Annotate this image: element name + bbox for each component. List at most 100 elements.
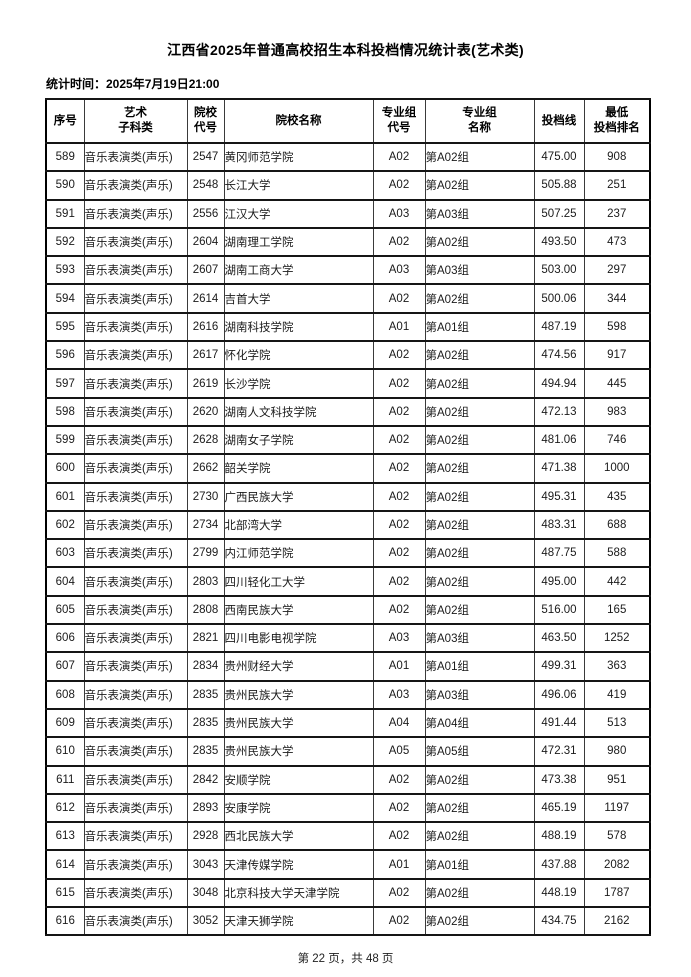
table-cell: 606 <box>45 623 85 654</box>
table-cell: 2662 <box>186 453 225 484</box>
table-cell: 长沙学院 <box>223 368 374 399</box>
table-cell: A02 <box>372 141 426 173</box>
table-row: 594 音乐表演类(声乐) 2614 吉首大学 A02 第A02组 500.06 344 <box>45 283 651 314</box>
table-row: 613 音乐表演类(声乐) 2928 西北民族大学 A02 第A02组 488.19 578 <box>45 821 651 852</box>
table-cell: 463.50 <box>533 623 585 654</box>
table-cell: 513 <box>583 707 651 739</box>
table-cell: 天津传媒学院 <box>223 849 374 880</box>
table-cell: 第A02组 <box>424 792 535 824</box>
table-cell: 483.31 <box>533 509 585 541</box>
table-body: 589 音乐表演类(声乐) 2547 黄冈师范学院 A02 第A02组 475.00 908 5… <box>45 141 651 937</box>
table-cell: 3043 <box>186 849 225 880</box>
table-cell: 音乐表演类(声乐) <box>83 368 188 399</box>
table-row: 595 音乐表演类(声乐) 2616 湖南科技学院 A01 第A01组 487.19 598 <box>45 311 651 343</box>
table-cell: 2734 <box>186 509 225 541</box>
table-cell: 第A01组 <box>424 651 535 682</box>
table-cell: 2616 <box>186 311 225 343</box>
table-cell: 第A02组 <box>424 906 535 937</box>
header-art-subcategory: 艺术 子科类 <box>83 98 188 144</box>
table-cell: 2556 <box>186 198 225 229</box>
table-row: 612 音乐表演类(声乐) 2893 安康学院 A02 第A02组 465.19 1197 <box>45 792 651 824</box>
table-cell: 2548 <box>186 170 225 201</box>
table-row: 597 音乐表演类(声乐) 2619 长沙学院 A02 第A02组 494.94 445 <box>45 368 651 399</box>
header-major-group-code: 专业组 代号 <box>372 98 426 144</box>
table-cell: 音乐表演类(声乐) <box>83 764 188 795</box>
stat-time-label: 统计时间：2025年7月19日21:00 <box>46 77 220 91</box>
table-cell: A02 <box>372 792 426 824</box>
table-cell: A02 <box>372 368 426 399</box>
table-cell: 西北民族大学 <box>223 821 374 852</box>
table-cell: 612 <box>45 792 85 824</box>
table-cell: 怀化学院 <box>223 340 374 371</box>
table-row: 602 音乐表演类(声乐) 2734 北部湾大学 A02 第A02组 483.31 688 <box>45 509 651 541</box>
table-cell: 音乐表演类(声乐) <box>83 538 188 569</box>
table-cell: 473.38 <box>533 764 585 795</box>
table-cell: 音乐表演类(声乐) <box>83 255 188 286</box>
table-cell: 598 <box>583 311 651 343</box>
table-cell: 第A03组 <box>424 255 535 286</box>
table-cell: 第A02组 <box>424 877 535 909</box>
table-cell: 第A02组 <box>424 226 535 258</box>
header-major-group-name: 专业组 名称 <box>424 98 535 144</box>
table-row: 601 音乐表演类(声乐) 2730 广西民族大学 A02 第A02组 495.31 435 <box>45 481 651 512</box>
table-cell: 第A05组 <box>424 736 535 767</box>
table-cell: 592 <box>45 226 85 258</box>
table-cell: 598 <box>45 396 85 427</box>
table-cell: 494.94 <box>533 368 585 399</box>
table-cell: 第A02组 <box>424 821 535 852</box>
table-cell: 917 <box>583 340 651 371</box>
table-cell: 音乐表演类(声乐) <box>83 877 188 909</box>
table-cell: 第A03组 <box>424 679 535 710</box>
table-row: 604 音乐表演类(声乐) 2803 四川轻化工大学 A02 第A02组 495.00 442 <box>45 566 651 597</box>
table-cell: 四川电影电视学院 <box>223 623 374 654</box>
table-cell: 第A02组 <box>424 283 535 314</box>
table-cell: 第A02组 <box>424 368 535 399</box>
table-cell: 四川轻化工大学 <box>223 566 374 597</box>
table-cell: 第A02组 <box>424 170 535 201</box>
table-cell: A02 <box>372 594 426 626</box>
table-cell: 第A01组 <box>424 849 535 880</box>
header-admission-line: 投档线 <box>533 98 585 144</box>
table-cell: 音乐表演类(声乐) <box>83 283 188 314</box>
table-cell: 湖南工商大学 <box>223 255 374 286</box>
table-cell: 251 <box>583 170 651 201</box>
table-cell: 516.00 <box>533 594 585 626</box>
table-cell: 471.38 <box>533 453 585 484</box>
table-cell: 2834 <box>186 651 225 682</box>
table-cell: 湖南科技学院 <box>223 311 374 343</box>
table-cell: A02 <box>372 283 426 314</box>
table-cell: A02 <box>372 481 426 512</box>
table-cell: 613 <box>45 821 85 852</box>
table-cell: 1197 <box>583 792 651 824</box>
table-cell: 第A02组 <box>424 340 535 371</box>
table-cell: 616 <box>45 906 85 937</box>
table-cell: 西南民族大学 <box>223 594 374 626</box>
table-row: 616 音乐表演类(声乐) 3052 天津天狮学院 A02 第A02组 434.75 2162 <box>45 906 651 937</box>
table-cell: A02 <box>372 821 426 852</box>
table-cell: 604 <box>45 566 85 597</box>
table-cell: 第A02组 <box>424 396 535 427</box>
table-cell: A01 <box>372 651 426 682</box>
table-cell: 344 <box>583 283 651 314</box>
table-cell: 第A03组 <box>424 198 535 229</box>
table-cell: 589 <box>45 141 85 173</box>
table-cell: A01 <box>372 311 426 343</box>
table-cell: 588 <box>583 538 651 569</box>
table-cell: 908 <box>583 141 651 173</box>
header-college-name: 院校名称 <box>223 98 374 144</box>
table-cell: 596 <box>45 340 85 371</box>
table-cell: A01 <box>372 849 426 880</box>
table-cell: A02 <box>372 424 426 456</box>
table-cell: 音乐表演类(声乐) <box>83 453 188 484</box>
table-row: 614 音乐表演类(声乐) 3043 天津传媒学院 A01 第A01组 437.88 2082 <box>45 849 651 880</box>
table-cell: 611 <box>45 764 85 795</box>
table-row: 599 音乐表演类(声乐) 2628 湖南女子学院 A02 第A02组 481.06 746 <box>45 424 651 456</box>
table-cell: 湖南理工学院 <box>223 226 374 258</box>
table-cell: 448.19 <box>533 877 585 909</box>
table-cell: 内江师范学院 <box>223 538 374 569</box>
table-cell: 第A02组 <box>424 509 535 541</box>
table-cell: 3052 <box>186 906 225 937</box>
table-cell: 578 <box>583 821 651 852</box>
table-cell: 音乐表演类(声乐) <box>83 821 188 852</box>
